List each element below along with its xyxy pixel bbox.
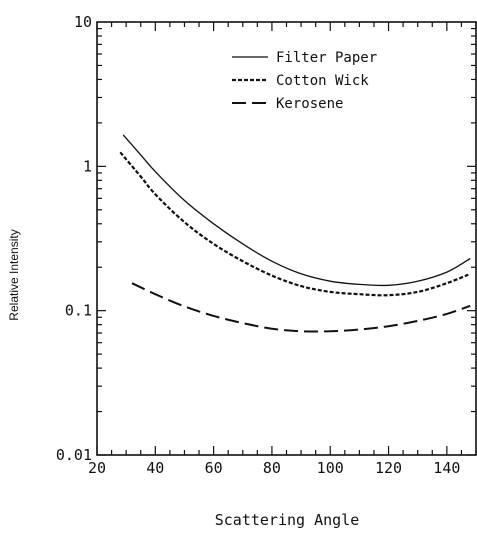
x-tick-label: 100 — [317, 459, 344, 477]
y-tick-label: 10 — [74, 13, 92, 31]
tick-labels: 20 40 60 80 100 120 140 0.01 0.1 1 10 — [56, 13, 461, 477]
legend: Filter Paper Cotton Wick Kerosene — [232, 50, 377, 112]
series-line-cotton-wick — [119, 151, 471, 297]
legend-label: Kerosene — [276, 96, 343, 112]
y-axis-label: Relative Intensity — [7, 229, 21, 320]
x-tick-label: 40 — [146, 459, 164, 477]
x-tick-label: 140 — [433, 459, 460, 477]
x-tick-label: 120 — [375, 459, 402, 477]
x-tick-label: 20 — [88, 459, 106, 477]
axis-ticks — [96, 22, 477, 456]
y-tick-label: 0.01 — [56, 446, 92, 464]
series-line-filter-paper — [122, 134, 471, 287]
x-tick-label: 60 — [205, 459, 223, 477]
legend-label: Filter Paper — [276, 50, 377, 66]
x-tick-label: 80 — [263, 459, 281, 477]
y-tick-label: 1 — [83, 157, 92, 175]
series-lines — [119, 134, 471, 333]
legend-label: Cotton Wick — [276, 73, 369, 89]
y-tick-label: 0.1 — [65, 302, 92, 320]
x-axis-label: Scattering Angle — [215, 511, 360, 529]
